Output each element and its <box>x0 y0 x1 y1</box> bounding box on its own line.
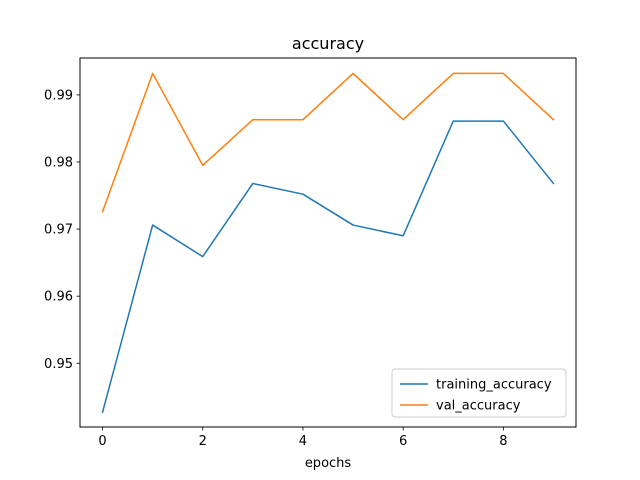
y-tick-label: 0.96 <box>44 290 73 305</box>
y-tick-label: 0.98 <box>44 155 73 170</box>
y-tick-label: 0.97 <box>44 223 73 238</box>
x-axis-label: epochs <box>305 456 352 471</box>
plot-marks <box>101 72 555 414</box>
legend-box <box>391 368 567 418</box>
series-line-training-accuracy <box>101 120 555 414</box>
y-tick-label: 0.99 <box>44 88 73 103</box>
legend-label-val-accuracy: val_accuracy <box>436 399 521 414</box>
x-tick-label: 0 <box>98 434 106 449</box>
plot-frame <box>79 57 577 428</box>
x-tick-label: 8 <box>499 434 507 449</box>
legend: training_accuracy val_accuracy <box>391 368 567 418</box>
series-line-val-accuracy <box>101 72 555 213</box>
x-tick-label: 2 <box>199 434 207 449</box>
x-tick-label: 6 <box>399 434 407 449</box>
legend-label-training-accuracy: training_accuracy <box>436 378 552 393</box>
chart-title: accuracy <box>292 34 364 53</box>
x-tick-label: 4 <box>299 434 307 449</box>
y-tick-label: 0.95 <box>44 357 73 372</box>
x-axis-ticks: 0 2 4 6 8 <box>98 427 507 449</box>
y-axis-ticks: 0.95 0.96 0.97 0.98 0.99 <box>44 88 80 372</box>
